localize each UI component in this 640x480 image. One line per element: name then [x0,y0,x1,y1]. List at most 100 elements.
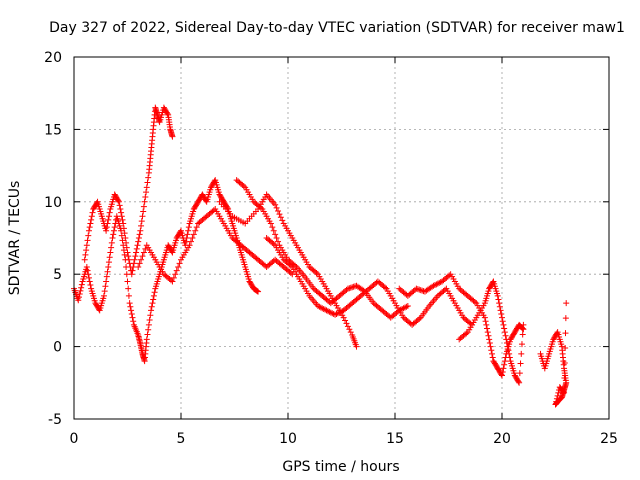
data-point [502,332,509,339]
data-point [176,260,183,267]
data-point [89,209,96,216]
data-point [137,227,144,234]
data-point [136,231,143,238]
data-point [497,307,504,314]
data-point [142,245,149,252]
data-point [125,285,132,292]
data-point [563,300,570,307]
data-point [108,244,115,251]
data-point [144,179,151,186]
data-point [344,323,351,330]
y-tick-label: 5 [53,267,62,283]
data-point [272,231,279,238]
x-axis-ticks: 0 5 10 15 20 25 [70,57,618,447]
data-point [145,321,152,328]
data-point [560,388,567,395]
data-point [399,305,406,312]
data-point [85,271,92,278]
data-point [316,303,323,310]
data-point [141,198,148,205]
data-point [496,303,503,310]
data-point [128,307,135,314]
data-point [434,280,441,287]
x-tick-label: 20 [493,431,511,447]
data-point [128,311,135,318]
y-tick-label: 0 [53,340,62,356]
data-point [270,227,277,234]
data-point [82,251,89,258]
data-point [135,263,142,270]
data-point [105,263,112,270]
data-point [136,260,143,267]
data-point [323,307,330,314]
data-point [518,324,525,331]
data-point [273,235,280,241]
data-point [103,278,110,285]
data-point [401,304,408,311]
data-point [134,242,141,249]
x-axis-label: GPS time / hours [282,459,399,475]
data-point [121,230,128,237]
data-point [87,282,94,289]
data-point [144,331,151,338]
data-point [275,238,282,245]
data-point [553,395,560,402]
x-tick-label: 0 [70,431,79,447]
data-point [139,253,146,260]
data-point [499,372,505,379]
data-point [481,314,488,321]
data-point [430,282,437,289]
data-point [343,320,350,327]
data-point [501,325,508,332]
data-point [103,227,110,234]
data-point [515,378,522,385]
data-point [125,256,132,263]
data-point [519,325,526,332]
data-point [499,314,505,321]
data-point [151,289,158,296]
data-point [83,263,90,270]
data-point [128,271,135,278]
data-point [333,311,340,318]
data-point [224,204,231,211]
data-point [275,207,282,214]
x-tick-label: 15 [386,431,404,447]
y-axis-ticks: -5 0 5 10 15 20 [44,50,609,428]
data-point [133,245,140,252]
data-point [187,238,194,245]
data-point [329,310,336,317]
data-point [143,336,150,343]
data-point [93,200,100,207]
data-point [562,345,569,352]
data-point [149,300,156,307]
data-point [404,303,411,310]
data-point [506,354,513,361]
data-point [170,274,177,281]
data-point [210,207,217,214]
data-point [88,216,95,223]
data-point [505,347,512,354]
data-point [562,330,569,337]
plot-frame [73,56,610,420]
data-point [105,259,112,266]
data-point [520,321,527,328]
data-point [103,224,110,231]
data-point [277,214,284,221]
data-point [554,392,561,399]
data-point [145,174,152,181]
data-point [489,279,496,286]
data-point [87,220,94,227]
data-point [100,292,107,299]
data-point [552,401,559,408]
data-point [436,279,443,286]
data-point [85,232,92,239]
data-point [501,358,508,365]
data-point [115,197,122,204]
data-point [115,198,122,205]
x-tick-label: 10 [279,431,297,447]
data-point [169,278,176,285]
data-point [485,332,492,339]
data-point [85,274,92,281]
data-point [562,315,569,322]
data-point [518,350,525,357]
